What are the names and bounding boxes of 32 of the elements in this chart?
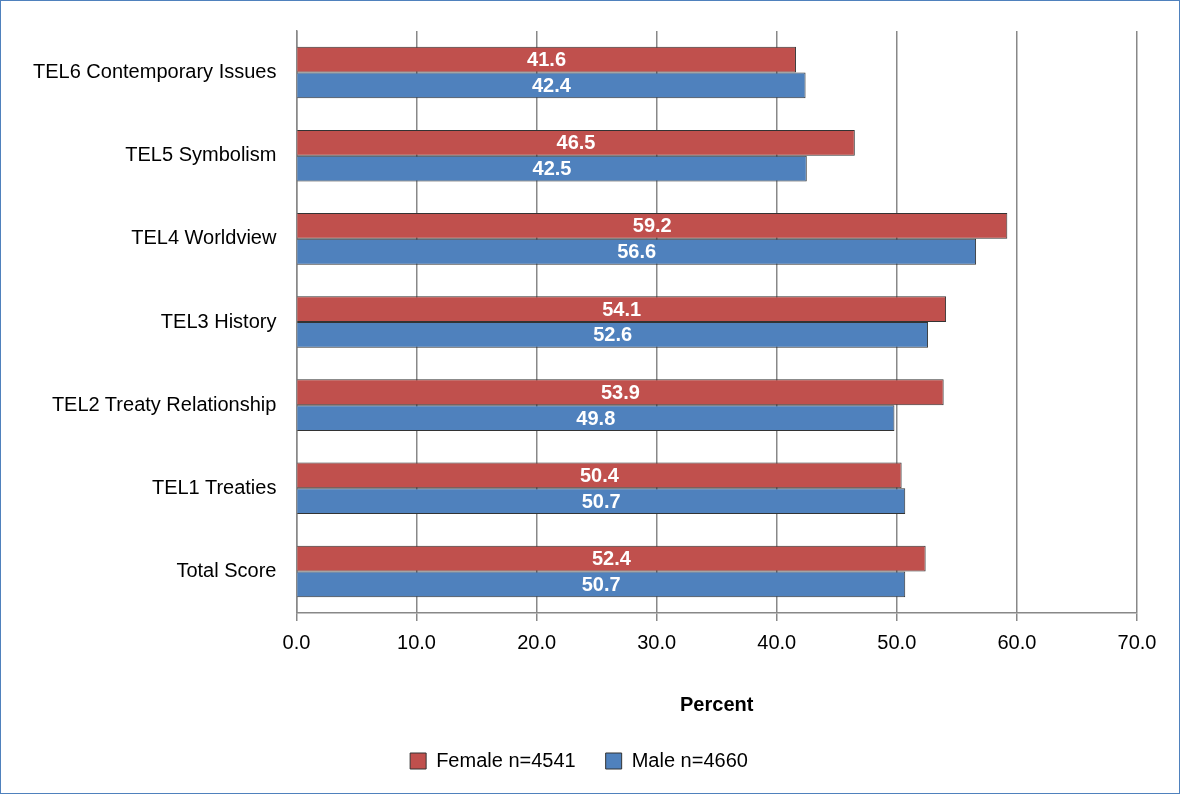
y-tick-label: Total Score xyxy=(176,558,277,581)
x-tick-label: 40.0 xyxy=(757,630,797,653)
data-label: 49.8 xyxy=(576,406,616,429)
data-label: 52.6 xyxy=(593,323,633,346)
y-tick-label: TEL1 Treaties xyxy=(151,475,277,498)
data-label: 56.6 xyxy=(617,240,657,263)
y-tick-label: TEL5 Symbolism xyxy=(125,143,277,166)
x-axis-title: Percent xyxy=(680,692,754,715)
legend-label: Male n=4660 xyxy=(631,748,748,771)
data-label: 50.7 xyxy=(581,489,621,512)
x-tick-label: 30.0 xyxy=(637,630,677,653)
data-label: 50.7 xyxy=(581,572,621,595)
data-label: 42.4 xyxy=(531,73,572,96)
data-label: 52.4 xyxy=(591,547,632,570)
data-label: 59.2 xyxy=(632,214,672,237)
x-tick-label: 10.0 xyxy=(397,630,436,653)
x-tick-label: 60.0 xyxy=(997,630,1037,653)
data-label: 54.1 xyxy=(602,297,642,320)
data-label: 41.6 xyxy=(527,48,567,71)
y-tick-label: TEL4 Worldview xyxy=(131,226,277,249)
data-label: 42.5 xyxy=(532,157,572,180)
y-tick-label: TEL3 History xyxy=(160,309,277,332)
x-tick-label: 20.0 xyxy=(517,630,557,653)
data-label: 46.5 xyxy=(556,131,596,154)
data-label: 50.4 xyxy=(579,463,620,486)
x-tick-label: 50.0 xyxy=(877,630,917,653)
y-tick-label: TEL2 Treaty Relationship xyxy=(51,392,277,415)
x-tick-label: 0.0 xyxy=(282,630,311,653)
x-tick-label: 70.0 xyxy=(1117,630,1157,653)
legend-label: Female n=4541 xyxy=(436,748,576,771)
y-tick-label: TEL6 Contemporary Issues xyxy=(33,60,277,83)
data-label: 53.9 xyxy=(600,380,640,403)
